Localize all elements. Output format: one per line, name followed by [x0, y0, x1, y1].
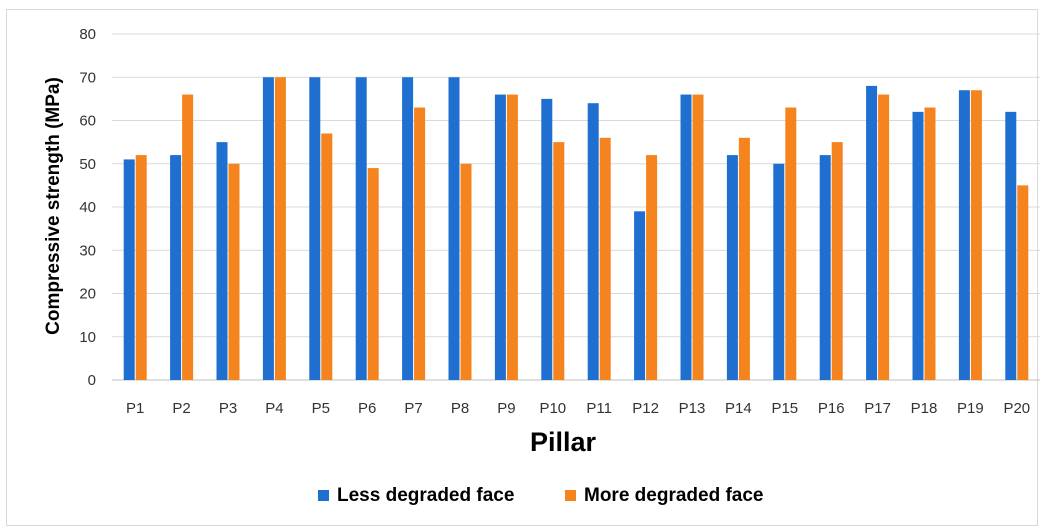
x-tick-label: P14	[725, 400, 752, 417]
bar-more-degraded-p10	[553, 142, 565, 380]
bar-less-degraded-p12	[634, 211, 646, 380]
y-tick-label: 50	[79, 156, 96, 173]
bar-more-degraded-p9	[506, 94, 518, 381]
x-tick-label: P2	[172, 400, 190, 417]
x-tick-label: P4	[265, 400, 283, 417]
x-tick-label: P7	[404, 400, 422, 417]
bar-more-degraded-p13	[692, 94, 704, 381]
bar-less-degraded-p14	[726, 155, 738, 380]
x-tick-label: P1	[126, 400, 144, 417]
y-tick-label: 70	[79, 69, 96, 86]
bar-more-degraded-p6	[367, 168, 379, 380]
y-tick-label: 10	[79, 329, 96, 346]
bar-more-degraded-p3	[228, 163, 240, 380]
bar-more-degraded-p17	[878, 94, 890, 381]
x-tick-label: P12	[632, 400, 659, 417]
x-tick-label: P9	[497, 400, 515, 417]
x-tick-label: P11	[586, 400, 612, 417]
bar-less-degraded-p3	[216, 142, 228, 380]
bar-more-degraded-p16	[831, 142, 843, 380]
bar-less-degraded-p20	[1005, 111, 1017, 380]
bar-less-degraded-p19	[958, 90, 970, 380]
y-axis-title: Compressive strength (MPa)	[43, 77, 64, 335]
x-tick-label: P10	[539, 400, 566, 417]
y-axis-ticks: 0 10 20 30 40 50 60 70 80	[79, 26, 96, 389]
y-tick-label: 30	[79, 242, 96, 259]
bar-less-degraded-p10	[541, 98, 553, 380]
legend-swatch	[565, 490, 576, 501]
bar-more-degraded-p14	[738, 137, 750, 380]
legend: Less degraded face More degraded face	[318, 485, 764, 506]
x-tick-label: P13	[679, 400, 706, 417]
x-tick-label: P6	[358, 400, 376, 417]
bar-less-degraded-p6	[355, 77, 367, 380]
bar-less-degraded-p4	[262, 77, 274, 380]
bar-more-degraded-p15	[785, 107, 797, 381]
bar-more-degraded-p19	[970, 90, 982, 380]
y-tick-label: 20	[79, 286, 96, 303]
bar-more-degraded-p20	[1017, 185, 1029, 380]
bar-more-degraded-p4	[274, 77, 286, 380]
bar-less-degraded-p18	[912, 111, 924, 380]
y-tick-label: 80	[79, 26, 96, 43]
bar-more-degraded-p1	[135, 155, 147, 380]
bar-less-degraded-p15	[773, 163, 785, 380]
bar-less-degraded-p7	[402, 77, 414, 380]
x-axis-ticks: P1 P2 P3 P4 P5 P6 P7 P8 P9 P10 P11 P12 P13 P14 P15 P16 P…	[126, 400, 1030, 417]
bar-more-degraded-p5	[321, 133, 333, 380]
bar-less-degraded-p2	[170, 155, 182, 380]
bar-more-degraded-p12	[646, 155, 658, 380]
legend-label: Less degraded face	[337, 485, 514, 506]
x-tick-label: P16	[818, 400, 845, 417]
bar-less-degraded-p9	[494, 94, 506, 381]
x-tick-label: P3	[219, 400, 237, 417]
bar-more-degraded-p11	[599, 137, 611, 380]
legend-label: More degraded face	[584, 485, 764, 506]
x-tick-label: P19	[957, 400, 984, 417]
bar-less-degraded-p5	[309, 77, 321, 380]
x-tick-label: P5	[312, 400, 330, 417]
bar-more-degraded-p7	[414, 107, 426, 381]
x-axis-title: Pillar	[530, 427, 597, 457]
bar-more-degraded-p18	[924, 107, 936, 381]
x-tick-label: P8	[451, 400, 469, 417]
bar-less-degraded-p11	[587, 103, 599, 380]
x-tick-label: P17	[864, 400, 891, 417]
y-tick-label: 40	[79, 199, 96, 216]
bar-less-degraded-p13	[680, 94, 692, 381]
legend-swatch	[318, 490, 329, 501]
x-tick-label: P15	[771, 400, 798, 417]
bar-less-degraded-p17	[866, 85, 878, 381]
y-tick-label: 60	[79, 113, 96, 130]
bar-less-degraded-p16	[819, 155, 831, 380]
bar-more-degraded-p2	[182, 94, 194, 381]
x-tick-label: P18	[911, 400, 938, 417]
gridlines	[112, 33, 1040, 381]
bar-less-degraded-p8	[448, 77, 460, 380]
bars	[123, 77, 1029, 381]
y-tick-label: 0	[88, 372, 96, 389]
bar-more-degraded-p8	[460, 163, 472, 380]
x-tick-label: P20	[1003, 400, 1030, 417]
bar-less-degraded-p1	[123, 159, 135, 380]
